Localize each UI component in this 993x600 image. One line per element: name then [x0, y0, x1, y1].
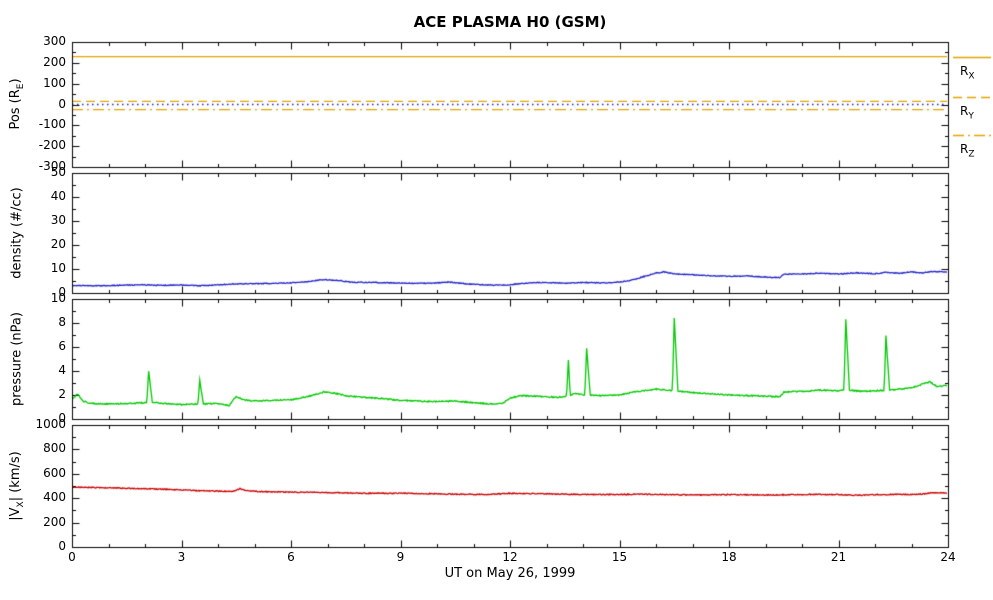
y-tick-label: 300 [43, 34, 66, 48]
x-tick-label: 6 [287, 550, 295, 564]
y-tick-label: 30 [50, 213, 66, 227]
legend-label-rz: RZ [960, 142, 975, 160]
chart-title: ACE PLASMA H0 (GSM) [413, 13, 607, 31]
y-tick-label: 40 [50, 189, 66, 203]
y-tick-label: 0 [58, 539, 66, 553]
x-tick-label: 9 [396, 550, 405, 564]
x-tick-label: 3 [177, 550, 186, 564]
y-tick-label: -200 [38, 138, 66, 153]
x-tick-label: 21 [830, 550, 847, 564]
legend-label-rx: RX [960, 64, 975, 82]
y-tick-label: 8 [58, 315, 66, 329]
y-tick-label: 10 [50, 291, 66, 305]
y-tick-label: 10 [50, 261, 66, 275]
y-tick-label: 20 [50, 237, 66, 251]
legend-label-ry: RY [960, 104, 974, 122]
y-tick-label: 100 [43, 75, 66, 90]
y-tick-label: 600 [43, 465, 66, 480]
y-tick-label: 4 [58, 363, 66, 377]
y-tick-label: 0 [58, 285, 66, 299]
y-tick-label: 0 [58, 411, 66, 425]
y-tick-label: -300 [38, 159, 66, 173]
y-tick-label: 400 [43, 490, 66, 505]
y-tick-label: 0 [58, 96, 66, 111]
y-tick-label: 1000 [35, 417, 66, 431]
y-tick-label: 6 [58, 339, 66, 353]
x-tick-label: 18 [721, 550, 737, 564]
y-tick-label: 800 [43, 441, 66, 456]
x-tick-label: 0 [68, 550, 76, 564]
y-tick-label: -100 [38, 117, 66, 132]
y-tick-label: 50 [50, 165, 66, 179]
y-axis-label-velocity: |VX| (km/s) [8, 451, 26, 521]
x-tick-label: 15 [611, 550, 628, 564]
y-tick-label: 2 [58, 387, 66, 401]
y-tick-label: 200 [43, 514, 66, 529]
y-tick-label: 200 [43, 54, 66, 69]
x-tick-label: 24 [940, 550, 956, 564]
x-tick-label: 12 [502, 550, 518, 564]
x-axis-label: UT on May 26, 1999 [444, 566, 576, 581]
